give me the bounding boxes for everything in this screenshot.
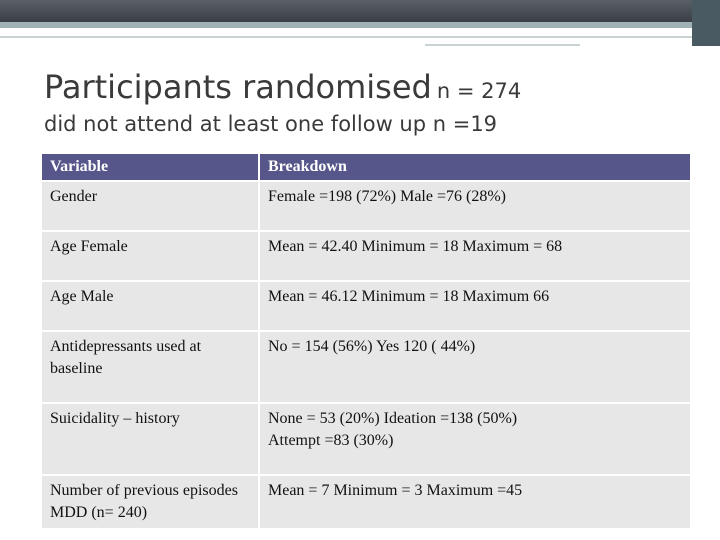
table-cell: Female =198 (72%) Male =76 (28%) bbox=[260, 182, 690, 230]
table-cell: Mean = 7 Minimum = 3 Maximum =45 bbox=[260, 476, 690, 528]
table-cell: Number of previous episodes MDD (n= 240) bbox=[42, 476, 260, 528]
table-cell: Suicidality – history bbox=[42, 404, 260, 474]
top-bar bbox=[0, 0, 720, 22]
title-text: Participants randomised bbox=[44, 68, 432, 106]
table-body: Gender Female =198 (72%) Male =76 (28%) Ag… bbox=[42, 182, 690, 528]
subtitle: did not attend at least one follow up n … bbox=[44, 112, 498, 136]
column-header: Breakdown bbox=[260, 154, 690, 180]
accent-bar bbox=[0, 22, 720, 28]
table-cell: Age Female bbox=[42, 232, 260, 280]
table-row: Gender Female =198 (72%) Male =76 (28%) bbox=[42, 182, 690, 230]
table-row: Suicidality – history None = 53 (20%) Ide… bbox=[42, 404, 690, 474]
table-row: Antidepressants used at baseline No = 154… bbox=[42, 332, 690, 402]
table-cell: Mean = 42.40 Minimum = 18 Maximum = 68 bbox=[260, 232, 690, 280]
table-cell: Mean = 46.12 Minimum = 18 Maximum 66 bbox=[260, 282, 690, 330]
accent-line bbox=[425, 44, 580, 46]
cell-line: Attempt =83 (30%) bbox=[268, 432, 394, 449]
accent-line bbox=[0, 36, 720, 38]
table-row: Number of previous episodes MDD (n= 240)… bbox=[42, 476, 690, 528]
table-row: Age Male Mean = 46.12 Minimum = 18 Maximu… bbox=[42, 282, 690, 330]
cell-line: None = 53 (20%) Ideation =138 (50%) bbox=[268, 410, 518, 427]
title-suffix: n = 274 bbox=[436, 79, 522, 103]
table-row: Age Female Mean = 42.40 Minimum = 18 Maxi… bbox=[42, 232, 690, 280]
table: Variable Breakdown Gender Female =198 (72%)… bbox=[42, 152, 690, 530]
header-row: Variable Breakdown bbox=[42, 154, 690, 180]
title: Participants randomised n = 274 bbox=[44, 68, 521, 106]
column-header: Variable bbox=[42, 154, 260, 180]
accent-block bbox=[692, 0, 720, 46]
table-cell: None = 53 (20%) Ideation =138 (50%) Attem… bbox=[260, 404, 690, 474]
table-cell: Antidepressants used at baseline bbox=[42, 332, 260, 402]
table-cell: Age Male bbox=[42, 282, 260, 330]
table-cell: Gender bbox=[42, 182, 260, 230]
table-cell: No = 154 (56%) Yes 120 ( 44%) bbox=[260, 332, 690, 402]
